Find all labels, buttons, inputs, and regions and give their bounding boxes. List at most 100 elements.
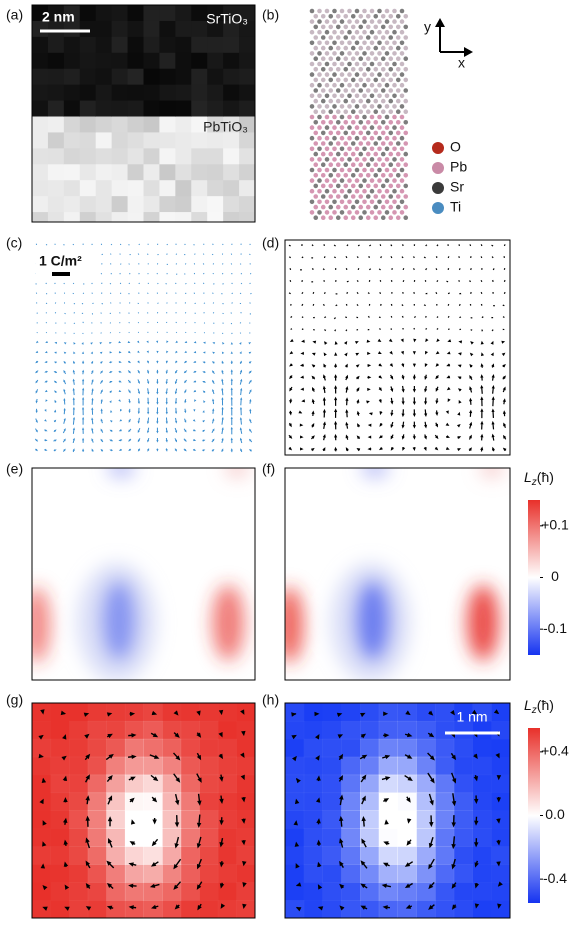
image-pixel [112,85,128,101]
atom [373,152,378,157]
map-pixel [454,775,473,793]
atom [328,215,333,220]
atom [347,51,352,56]
atom [377,62,382,67]
atom [381,35,386,40]
map-pixel [125,864,144,882]
image-pixel [239,101,255,117]
arrow [222,323,223,324]
atom [362,104,367,109]
atom [392,104,397,109]
map-pixel [341,846,360,864]
image-pixel [112,37,128,53]
atom [358,120,363,125]
image-pixel [144,117,160,133]
map-pixel [32,846,51,864]
atom [358,152,363,157]
arrow [92,313,93,314]
atom [355,210,360,215]
atom [313,162,318,167]
map-pixel [32,811,51,829]
atom [343,162,348,167]
atom [332,19,337,24]
atom [377,72,382,77]
lz-map [22,458,255,683]
atom [366,25,371,30]
map-pixel [360,703,379,721]
map-pixel [88,703,107,721]
map-pixel [51,757,70,775]
atom [370,125,375,130]
atom [328,46,333,51]
atom [343,14,348,19]
image-pixel [191,69,207,85]
map-pixel [491,793,510,811]
atom [403,78,408,83]
atom [313,56,318,61]
atom [370,62,375,67]
atom [313,131,318,136]
map-pixel [435,757,454,775]
arrow [176,312,177,313]
map-pixel [473,846,492,864]
map-pixel [304,757,323,775]
atom [385,30,390,35]
atom [332,62,337,67]
atom [403,194,408,199]
image-pixel [64,69,80,85]
arrow [175,302,176,303]
image-pixel [80,69,96,85]
image-pixel [128,69,144,85]
image-pixel [144,196,160,212]
lz-blob [77,563,157,683]
atom [388,215,393,220]
image-pixel [159,37,175,53]
map-pixel [51,846,70,864]
atom [343,109,348,114]
atom [392,83,397,88]
atom [377,178,382,183]
image-pixel [80,164,96,180]
atom [396,152,401,157]
atom [325,51,330,56]
image-pixel [159,101,175,117]
map-pixel [125,846,144,864]
image-pixel [64,196,80,212]
atom [400,62,405,67]
map-pixel [181,721,200,739]
atom [392,189,397,194]
image-pixel [48,196,64,212]
map-pixel [199,846,218,864]
atom [347,41,352,46]
atom [325,9,330,14]
image-pixel [112,164,128,180]
arrow [82,313,83,314]
atom [358,35,363,40]
map-pixel [144,739,163,757]
legend-label: O [450,139,461,155]
atom [321,99,326,104]
atom [385,125,390,130]
arrow [101,292,102,293]
lz-blob [467,585,499,661]
atom [313,14,318,19]
map-pixel [236,757,255,775]
atom [385,41,390,46]
map-pixel [125,793,144,811]
map-pixel [69,739,88,757]
map-pixel [69,775,88,793]
arrow [240,312,241,313]
image-pixel [128,37,144,53]
map-pixel [285,882,304,900]
image-pixel [207,69,223,85]
map-pixel [398,864,417,882]
image-pixel [96,196,112,212]
image-pixel [32,117,48,133]
atom [310,115,315,120]
arrow [138,292,139,293]
atom [340,168,345,173]
map-pixel [218,757,237,775]
arrow [166,293,167,294]
image-pixel [239,53,255,69]
atom [381,25,386,30]
